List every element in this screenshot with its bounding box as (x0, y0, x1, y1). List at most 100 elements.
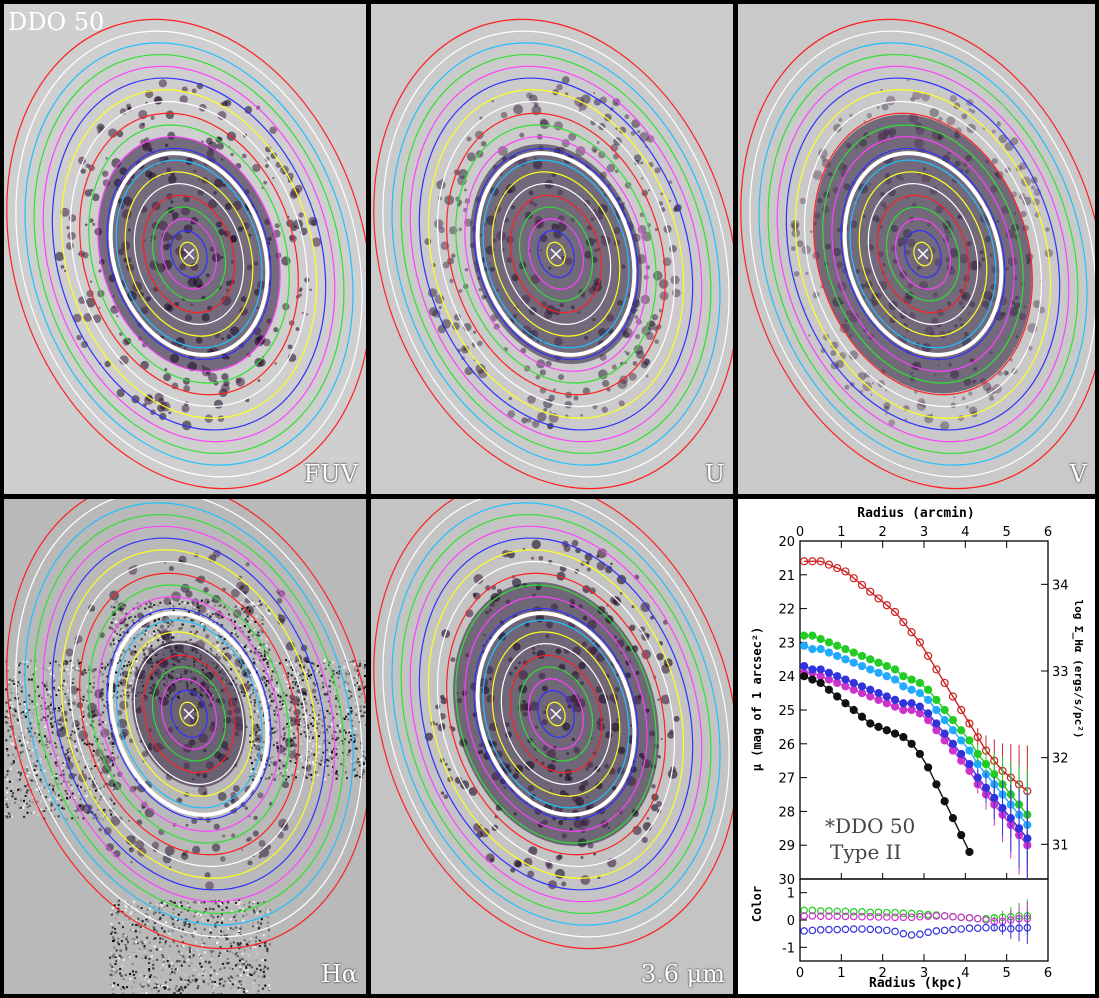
noise-pixel (313, 668, 316, 671)
noise-pixel (263, 777, 266, 780)
noise-pixel (255, 742, 258, 745)
noise-pixel (361, 678, 364, 681)
noise-pixel (258, 634, 261, 637)
star-knot (643, 274, 649, 280)
noise-pixel (112, 746, 115, 749)
noise-pixel (302, 715, 305, 718)
noise-pixel (177, 989, 180, 992)
noise-pixel (71, 668, 74, 671)
star-knot (224, 802, 230, 808)
fuv-image (4, 4, 366, 494)
star-knot (521, 417, 528, 424)
noise-pixel (201, 959, 204, 962)
noise-pixel (107, 775, 110, 778)
noise-pixel (234, 964, 237, 967)
star-knot (624, 350, 627, 353)
noise-pixel (41, 707, 44, 710)
noise-pixel (195, 978, 198, 981)
star-knot (1015, 335, 1019, 338)
noise-pixel (308, 670, 311, 673)
noise-pixel (255, 639, 258, 642)
noise-pixel (56, 756, 59, 759)
noise-pixel (259, 901, 262, 904)
noise-pixel (251, 978, 254, 981)
noise-pixel (251, 778, 254, 781)
noise-pixel (344, 680, 347, 683)
noise-pixel (257, 651, 260, 654)
noise-pixel (270, 704, 273, 707)
star-knot (637, 224, 647, 234)
star-knot (217, 791, 227, 801)
star-knot (246, 264, 253, 271)
noise-pixel (240, 947, 243, 950)
star-knot (532, 159, 543, 170)
star-knot (164, 303, 172, 311)
noise-pixel (258, 964, 261, 967)
star-knot (581, 94, 591, 105)
noise-pixel (171, 963, 174, 966)
isophote-ellipse (491, 171, 621, 337)
noise-pixel (298, 753, 301, 756)
noise-pixel (26, 741, 29, 744)
noise-pixel (289, 680, 292, 683)
noise-pixel (10, 691, 13, 694)
noise-pixel (146, 989, 149, 992)
star-knot (111, 158, 122, 168)
noise-pixel (359, 707, 362, 710)
star-knot (529, 200, 534, 205)
noise-pixel (139, 974, 142, 977)
noise-pixel (110, 605, 113, 608)
noise-pixel (110, 627, 113, 630)
noise-pixel (65, 797, 68, 800)
noise-pixel (263, 681, 266, 684)
noise-pixel (347, 718, 350, 721)
noise-pixel (69, 750, 72, 753)
noise-pixel (89, 718, 92, 721)
noise-pixel (155, 612, 158, 615)
noise-pixel (60, 767, 63, 770)
noise-pixel (107, 663, 110, 666)
noise-pixel (303, 681, 306, 684)
noise-pixel (352, 744, 355, 747)
star-knot (98, 827, 103, 832)
noise-pixel (335, 772, 338, 775)
noise-pixel (54, 682, 57, 685)
star-knot (306, 313, 309, 316)
noise-pixel (264, 680, 267, 683)
noise-pixel (140, 627, 143, 630)
noise-pixel (9, 815, 12, 818)
noise-pixel (28, 705, 31, 708)
star-knot (141, 805, 145, 810)
star-knot (154, 96, 163, 105)
noise-pixel (6, 778, 9, 781)
noise-pixel (9, 699, 12, 702)
noise-pixel (363, 705, 366, 708)
star-knot (226, 334, 232, 340)
noise-pixel (241, 908, 244, 911)
noise-pixel (256, 710, 259, 713)
isophote-ellipse (373, 18, 733, 490)
isophote-ellipse (427, 89, 685, 419)
noise-pixel (35, 736, 38, 739)
noise-pixel (116, 626, 119, 629)
noise-pixel (316, 765, 319, 768)
noise-pixel (278, 778, 281, 781)
star-knot (1033, 300, 1041, 308)
noise-pixel (166, 904, 169, 907)
noise-pixel (112, 633, 115, 636)
noise-pixel (66, 737, 69, 740)
noise-pixel (68, 805, 71, 808)
star-knot (938, 330, 947, 339)
noise-pixel (239, 927, 242, 930)
noise-pixel (45, 695, 48, 698)
noise-pixel (128, 691, 131, 694)
noise-pixel (32, 762, 35, 765)
noise-pixel (269, 696, 272, 699)
noise-pixel (58, 796, 61, 799)
noise-pixel (257, 921, 260, 924)
noise-pixel (86, 701, 89, 704)
noise-pixel (259, 629, 262, 632)
noise-pixel (220, 916, 223, 919)
noise-pixel (312, 662, 315, 665)
noise-pixel (144, 647, 147, 650)
